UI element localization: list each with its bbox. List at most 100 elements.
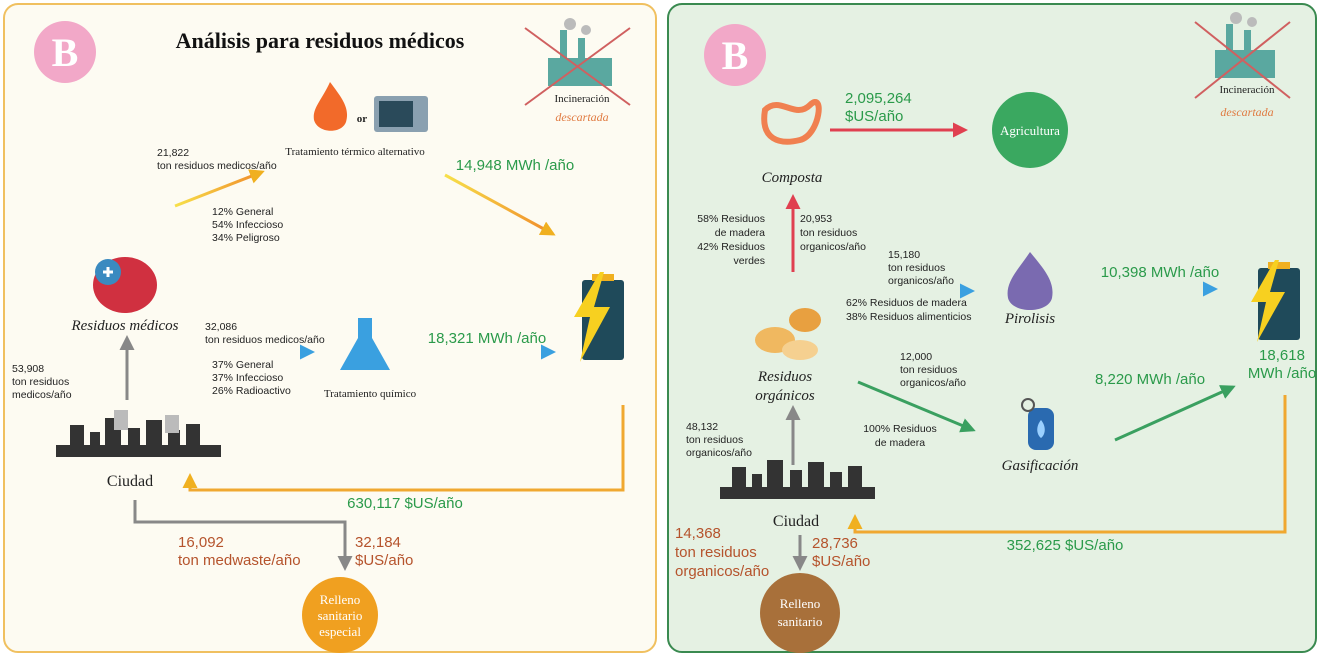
city-label: Ciudad: [773, 513, 819, 530]
gasification-energy: 8,220 MWh /año: [1095, 371, 1205, 388]
compost-input-line: organicos/año: [800, 241, 866, 253]
battery-icon: [1251, 260, 1300, 342]
chemical-input-line: ton residuos medicos/año: [205, 334, 325, 346]
factory-icon-part: [578, 38, 585, 60]
thermal-input-line: 21,822: [157, 147, 189, 159]
city-icon-part: [128, 428, 140, 447]
city-icon-part: [90, 432, 100, 447]
city-icon-part: [790, 470, 802, 489]
organic-waste-icon-part: [789, 308, 821, 332]
organic-waste-input-line: organicos/año: [686, 447, 752, 459]
organic-waste-icon-part: [782, 340, 818, 360]
thermal-composition-line: 54% Infeccioso: [212, 219, 283, 231]
compost-input-line: 20,953: [800, 213, 832, 225]
chemical-composition-line: 37% Infeccioso: [212, 372, 283, 384]
compost-revenue-line: $US/año: [845, 108, 903, 125]
landfill-waste-line: 14,368: [675, 525, 721, 542]
chemical-energy: 18,321 MWh /año: [428, 330, 546, 347]
medical-waste-icon: [93, 257, 157, 313]
incineration-label: Incineración: [555, 93, 610, 105]
left-panel: B Análisis para residuos médicos Inciner…: [4, 4, 656, 653]
panel-bg: [668, 4, 1316, 652]
thermal-label: Tratamiento térmico alternativo: [285, 146, 425, 158]
medical-waste-label: Residuos médicos: [70, 318, 178, 334]
pyrolysis-label: Pirolisis: [1004, 311, 1055, 327]
gasification-input-line: ton residuos: [900, 364, 957, 376]
microwave-icon-part: [379, 101, 413, 127]
pyrolysis-composition-line: 62% Residuos de madera: [846, 297, 967, 309]
landfill-circle: [760, 573, 840, 653]
city-icon-part: [830, 472, 842, 489]
organic-waste-label-line: Residuos: [757, 369, 812, 385]
agriculture-label: Agricultura: [1000, 123, 1060, 138]
landfill-waste-line: organicos/año: [675, 563, 769, 580]
compost-composition-line: 42% Residuos: [697, 241, 765, 253]
chemical-composition-line: 37% General: [212, 359, 273, 371]
medical-waste-input-line: ton residuos: [12, 376, 69, 388]
pyrolysis-input-line: 15,180: [888, 249, 920, 261]
thermal-composition: 12% General54% Infeccioso34% Peligroso: [212, 206, 283, 244]
revenue: 352,625 $US/año: [1007, 537, 1124, 554]
landfill-label-line: Relleno: [320, 592, 360, 607]
revenue: 630,117 $US/año: [347, 495, 463, 512]
factory-icon-part: [581, 25, 591, 35]
badge: B: [52, 30, 79, 75]
pyrolysis-input-line: ton residuos: [888, 262, 945, 274]
city-icon-part: [732, 467, 746, 489]
factory-icon-part: [1247, 17, 1257, 27]
organic-waste-label-line: orgánicos: [755, 388, 815, 404]
landfill-label-line: especial: [319, 624, 361, 639]
compost-label: Composta: [762, 170, 823, 186]
incineration-label: Incineración: [1220, 84, 1275, 96]
landfill-waste-line: 16,092: [178, 534, 224, 551]
landfill-label-line: sanitario: [318, 608, 363, 623]
pyrolysis-energy: 10,398 MWh /año: [1101, 264, 1219, 281]
city-icon-part: [70, 425, 84, 447]
thermal-composition-line: 34% Peligroso: [212, 232, 280, 244]
city-icon-part: [808, 462, 824, 489]
incineration-status: descartada: [555, 110, 608, 124]
landfill-waste-line: ton residuos: [675, 544, 757, 561]
total-energy-line: MWh /año: [1248, 365, 1316, 382]
pyrolysis-composition-line: 38% Residuos alimenticios: [846, 311, 971, 323]
compost-composition-line: verdes: [733, 255, 765, 267]
city-icon-part: [848, 466, 862, 489]
city-icon-part: [165, 415, 179, 433]
landfill-cost-line: $US/año: [355, 552, 413, 569]
microwave-icon: [374, 96, 428, 132]
thermal-composition-line: 12% General: [212, 206, 273, 218]
gasification-label: Gasificación: [1002, 458, 1079, 474]
thermal-input-line: ton residuos medicos/año: [157, 160, 277, 172]
gasification-composition-line: de madera: [875, 437, 925, 449]
city-icon-part: [186, 424, 200, 447]
landfill-waste-line: ton medwaste/año: [178, 552, 301, 569]
gasification-input-line: 12,000: [900, 351, 932, 363]
city-icon-part: [114, 410, 128, 430]
factory-icon-part: [1244, 30, 1251, 52]
chemical-composition-line: 26% Radioactivo: [212, 385, 291, 397]
chemical-input-line: 32,086: [205, 321, 237, 333]
compost-revenue-line: 2,095,264: [845, 90, 912, 107]
city-icon-part: [752, 474, 762, 489]
landfill-label-line: Relleno: [780, 596, 820, 611]
landfill-label-line: sanitario: [778, 614, 823, 629]
title: Análisis para residuos médicos: [176, 28, 465, 53]
total-energy-line: 18,618: [1259, 347, 1305, 364]
gasification-input-line: organicos/año: [900, 377, 966, 389]
landfill-cost-line: 32,184: [355, 534, 401, 551]
city-label: Ciudad: [107, 473, 153, 490]
organic-waste-input-line: ton residuos: [686, 434, 743, 446]
infographic: B Análisis para residuos médicos Inciner…: [0, 0, 1320, 656]
thermal-energy: 14,948 MWh /año: [456, 157, 574, 174]
compost-input-line: ton residuos: [800, 227, 857, 239]
chemical-label: Tratamiento químico: [324, 388, 417, 400]
battery-icon-part: [582, 280, 624, 360]
incineration-status: descartada: [1220, 105, 1273, 119]
medical-waste-input-line: medicos/año: [12, 389, 72, 401]
landfill-label: Rellenosanitarioespecial: [318, 592, 363, 639]
city-icon-part: [146, 420, 162, 447]
or-text: or: [357, 113, 368, 125]
compost-revenue: 2,095,264$US/año: [845, 90, 912, 125]
landfill-cost-line: $US/año: [812, 553, 870, 570]
gasification-composition-line: 100% Residuos: [863, 423, 937, 435]
